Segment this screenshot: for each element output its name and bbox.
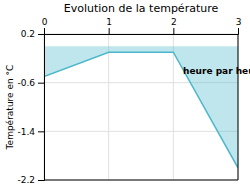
x-axis: 0 1 2 3 (42, 17, 242, 35)
title: Evolution de la température (64, 2, 219, 15)
tick-mark (44, 28, 45, 34)
tick-mark (38, 180, 44, 181)
frame (44, 180, 238, 181)
area (44, 46, 238, 168)
y-axis-title: Température en °C (5, 65, 15, 151)
tick-mark (109, 28, 110, 34)
tick: 3 (236, 17, 242, 34)
tick: -2.2 (17, 175, 44, 185)
y-axis: -2.2 -1.4 -0.6 0.2 (17, 29, 44, 185)
tick: 0.2 (21, 29, 44, 39)
grid-line (44, 180, 238, 181)
tick: 1 (106, 17, 112, 34)
tick-label: 0.2 (21, 29, 35, 39)
axis-line (38, 35, 45, 181)
grid-line (44, 131, 238, 132)
tick-label: 0 (42, 17, 48, 27)
tick-mark (238, 28, 239, 34)
frame (238, 34, 239, 180)
tick: 2 (171, 17, 177, 34)
tick-label: -1.4 (17, 127, 35, 137)
grid-line (108, 34, 109, 180)
tick-mark (173, 28, 174, 34)
tick: 0 (42, 17, 48, 34)
tick: -0.6 (17, 78, 44, 88)
tick-label: 1 (106, 17, 112, 27)
axis-line (45, 28, 239, 35)
tick-label: 3 (236, 17, 242, 27)
marks (44, 46, 238, 168)
grid (44, 34, 238, 180)
grid-line (238, 34, 239, 180)
tick-mark (38, 83, 44, 84)
annotation: heure par heure (183, 66, 250, 76)
tick-label: -0.6 (17, 78, 35, 88)
tick-mark (38, 131, 44, 132)
tick-mark (38, 34, 44, 35)
tick: -1.4 (17, 127, 44, 137)
plot: 0 1 2 3 -2.2 -1.4 -0.6 0.2 heure par heure (17, 17, 250, 185)
chart: 0 1 2 3 -2.2 -1.4 -0.6 0.2 heure par heure Evolut… (0, 0, 250, 188)
tick-label: -2.2 (17, 175, 35, 185)
grid-line (173, 34, 174, 180)
tick-label: 2 (171, 17, 177, 27)
